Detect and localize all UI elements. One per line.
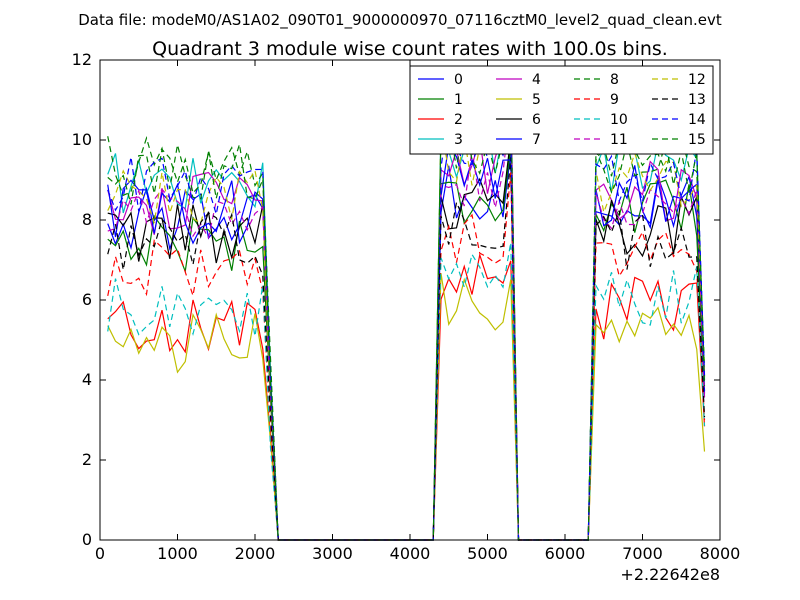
- x-tick-label: 7000: [622, 544, 663, 563]
- x-tick-label: 4000: [390, 544, 431, 563]
- x-tick-label: 6000: [545, 544, 586, 563]
- x-tick-label: 8000: [700, 544, 741, 563]
- legend-label-13: 13: [688, 92, 706, 108]
- y-tick-label: 4: [82, 370, 92, 389]
- series-line-13: [107, 157, 706, 541]
- legend-label-11: 11: [610, 132, 628, 148]
- y-tick-label: 0: [82, 530, 92, 549]
- series-line-11: [107, 104, 706, 541]
- x-tick-label: 5000: [467, 544, 508, 563]
- legend-label-4: 4: [532, 72, 541, 88]
- legend-label-6: 6: [532, 112, 541, 128]
- x-tick-label: 2000: [235, 544, 276, 563]
- y-tick-label: 10: [72, 130, 92, 149]
- series-line-5: [107, 273, 706, 541]
- y-tick-label: 6: [82, 290, 92, 309]
- y-tick-label: 2: [82, 450, 92, 469]
- x-tick-label: 3000: [312, 544, 353, 563]
- chart-suptitle: Data file: modeM0/AS1A02_090T01_90000009…: [78, 11, 722, 30]
- series-line-15: [107, 93, 706, 541]
- legend-label-14: 14: [688, 112, 706, 128]
- legend-label-12: 12: [688, 72, 706, 88]
- legend-label-15: 15: [688, 132, 706, 148]
- legend-label-9: 9: [610, 92, 619, 108]
- legend-label-1: 1: [454, 92, 463, 108]
- y-tick-label: 12: [72, 50, 92, 69]
- legend-label-5: 5: [532, 92, 541, 108]
- x-tick-label: 0: [95, 544, 105, 563]
- x-tick-label: 1000: [157, 544, 198, 563]
- legend-label-3: 3: [454, 132, 463, 148]
- chart-title: Quadrant 3 module wise count rates with …: [152, 38, 668, 60]
- legend-label-0: 0: [454, 72, 463, 88]
- series-line-9: [107, 172, 706, 541]
- series-line-6: [107, 137, 706, 541]
- legend-label-10: 10: [610, 112, 628, 128]
- legend-label-7: 7: [532, 132, 541, 148]
- legend-label-2: 2: [454, 112, 463, 128]
- legend-label-8: 8: [610, 72, 619, 88]
- series-line-10: [107, 242, 706, 541]
- x-offset-label: +2.22642e8: [620, 565, 720, 584]
- y-tick-label: 8: [82, 210, 92, 229]
